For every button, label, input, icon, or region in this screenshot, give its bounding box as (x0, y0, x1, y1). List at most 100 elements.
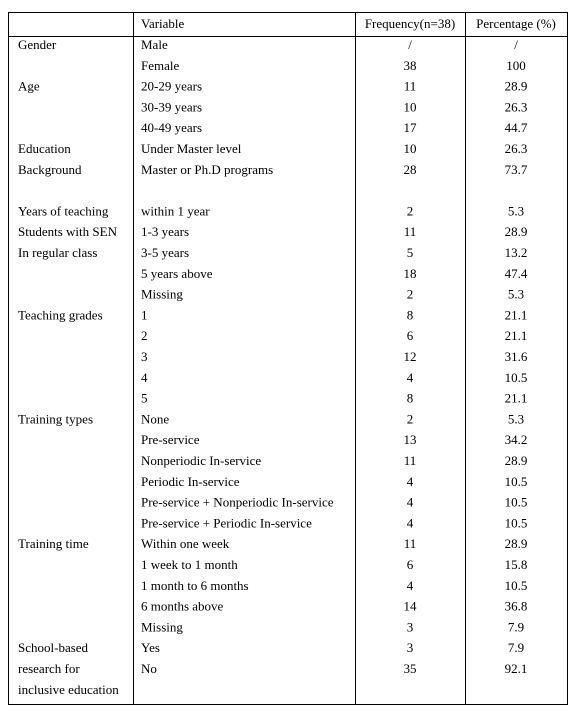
frequency: 3 (407, 619, 414, 634)
percentage: 26.3 (505, 141, 528, 156)
group-label: School-based (18, 640, 89, 655)
percentage: 73.7 (505, 162, 528, 177)
percentage: 15.8 (505, 557, 528, 572)
variable: Pre-service + Periodic In-service (141, 515, 312, 530)
group-label: Teaching grades (18, 307, 103, 322)
frequency: 2 (407, 411, 414, 426)
frequency: / (408, 37, 412, 52)
frequency: 4 (407, 495, 414, 510)
group-label: Students with SEN (18, 224, 118, 239)
variable: 4 (141, 370, 148, 385)
variable: 3 (141, 349, 148, 364)
percentage: 36.8 (505, 599, 528, 614)
variable: Under Master level (141, 141, 242, 156)
group-label: Years of teaching (18, 203, 109, 218)
frequency: 11 (404, 453, 417, 468)
variable: Yes (141, 640, 160, 655)
percentage: 21.1 (505, 391, 528, 406)
frequency: 4 (407, 578, 414, 593)
variable: Male (141, 37, 168, 52)
percentage: 44.7 (505, 120, 528, 135)
frequency: 10 (404, 141, 417, 156)
frequency: 8 (407, 307, 414, 322)
variable: 2 (141, 328, 148, 343)
frequency: 18 (404, 266, 417, 281)
frequency: 4 (407, 370, 414, 385)
frequency: 6 (407, 557, 414, 572)
percentage: 31.6 (505, 349, 528, 364)
frequency: 4 (407, 515, 414, 530)
frequency: 17 (404, 120, 418, 135)
percentage: 21.1 (505, 307, 528, 322)
variable: Nonperiodic In-service (141, 453, 261, 468)
variable: 5 years above (141, 266, 213, 281)
percentage: 92.1 (505, 661, 528, 676)
header-cell: Percentage (%) (476, 16, 556, 31)
variable: 6 months above (141, 599, 224, 614)
variable: 1 week to 1 month (141, 557, 238, 572)
percentage: 10.5 (505, 578, 528, 593)
frequency: 3 (407, 640, 414, 655)
percentage: 21.1 (505, 328, 528, 343)
percentage: 5.3 (508, 411, 524, 426)
frequency: 2 (407, 287, 414, 302)
percentage: 10.5 (505, 370, 528, 385)
percentage: 13.2 (505, 245, 528, 260)
variable: Within one week (141, 536, 230, 551)
variable: 5 (141, 391, 148, 406)
frequency: 11 (404, 536, 417, 551)
variable: 1 (141, 307, 148, 322)
percentage: 26.3 (505, 99, 528, 114)
percentage: 7.9 (508, 640, 524, 655)
variable: within 1 year (141, 203, 210, 218)
frequency: 28 (404, 162, 417, 177)
frequency: 14 (404, 599, 418, 614)
percentage: 47.4 (505, 266, 528, 281)
frequency: 11 (404, 79, 417, 94)
variable: None (141, 411, 169, 426)
variable: 3-5 years (141, 245, 189, 260)
variable: 20-29 years (141, 79, 202, 94)
variable: 40-49 years (141, 120, 202, 135)
variable: Pre-service (141, 432, 200, 447)
frequency: 6 (407, 328, 414, 343)
frequency: 2 (407, 203, 414, 218)
group-label: Age (18, 79, 40, 94)
frequency: 12 (404, 349, 417, 364)
variable: No (141, 661, 157, 676)
frequency: 8 (407, 391, 414, 406)
group-label: Training time (18, 536, 89, 551)
table-borders (8, 12, 568, 705)
percentage: 28.9 (505, 79, 528, 94)
frequency: 10 (404, 99, 417, 114)
variable: 1 month to 6 months (141, 578, 249, 593)
variable: 30-39 years (141, 99, 202, 114)
percentage: 7.9 (508, 619, 524, 634)
frequency: 38 (404, 58, 417, 73)
variable: Pre-service + Nonperiodic In-service (141, 495, 334, 510)
percentage: / (514, 37, 518, 52)
group-label: research for (18, 661, 80, 676)
percentage: 5.3 (508, 203, 524, 218)
percentage: 28.9 (505, 536, 528, 551)
percentage: 28.9 (505, 453, 528, 468)
variable: Female (141, 58, 179, 73)
percentage: 28.9 (505, 224, 528, 239)
variable: Master or Ph.D programs (141, 162, 273, 177)
group-label: inclusive education (18, 682, 119, 697)
percentage: 10.5 (505, 474, 528, 489)
percentage: 5.3 (508, 287, 524, 302)
group-label: Gender (18, 37, 57, 52)
percentage: 100 (506, 58, 526, 73)
group-label: In regular class (18, 245, 97, 260)
percentage: 34.2 (505, 432, 528, 447)
variable: Missing (141, 287, 183, 302)
frequency: 35 (404, 661, 417, 676)
header-cell: Frequency(n=38) (365, 16, 455, 31)
percentage: 10.5 (505, 495, 528, 510)
variable: 1-3 years (141, 224, 189, 239)
frequency: 5 (407, 245, 414, 260)
group-label: Background (18, 162, 82, 177)
frequency: 4 (407, 474, 414, 489)
